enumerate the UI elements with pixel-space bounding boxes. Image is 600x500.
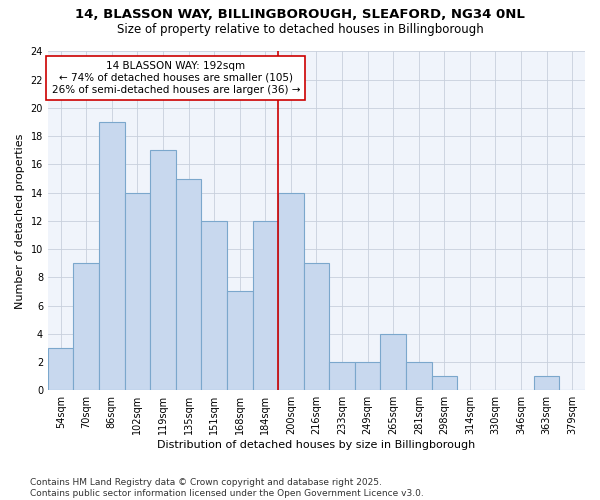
Bar — [534, 376, 559, 390]
Bar — [355, 362, 380, 390]
Bar — [176, 178, 202, 390]
Bar — [125, 192, 150, 390]
Bar — [304, 263, 329, 390]
Bar — [227, 292, 253, 390]
Bar — [99, 122, 125, 390]
X-axis label: Distribution of detached houses by size in Billingborough: Distribution of detached houses by size … — [157, 440, 476, 450]
Text: Size of property relative to detached houses in Billingborough: Size of property relative to detached ho… — [116, 22, 484, 36]
Bar — [329, 362, 355, 390]
Bar — [406, 362, 431, 390]
Bar — [278, 192, 304, 390]
Bar — [380, 334, 406, 390]
Bar — [73, 263, 99, 390]
Text: Contains HM Land Registry data © Crown copyright and database right 2025.
Contai: Contains HM Land Registry data © Crown c… — [30, 478, 424, 498]
Bar — [150, 150, 176, 390]
Bar — [253, 221, 278, 390]
Y-axis label: Number of detached properties: Number of detached properties — [15, 133, 25, 308]
Bar — [431, 376, 457, 390]
Text: 14, BLASSON WAY, BILLINGBOROUGH, SLEAFORD, NG34 0NL: 14, BLASSON WAY, BILLINGBOROUGH, SLEAFOR… — [75, 8, 525, 20]
Text: 14 BLASSON WAY: 192sqm
← 74% of detached houses are smaller (105)
26% of semi-de: 14 BLASSON WAY: 192sqm ← 74% of detached… — [52, 62, 300, 94]
Bar — [48, 348, 73, 390]
Bar — [202, 221, 227, 390]
